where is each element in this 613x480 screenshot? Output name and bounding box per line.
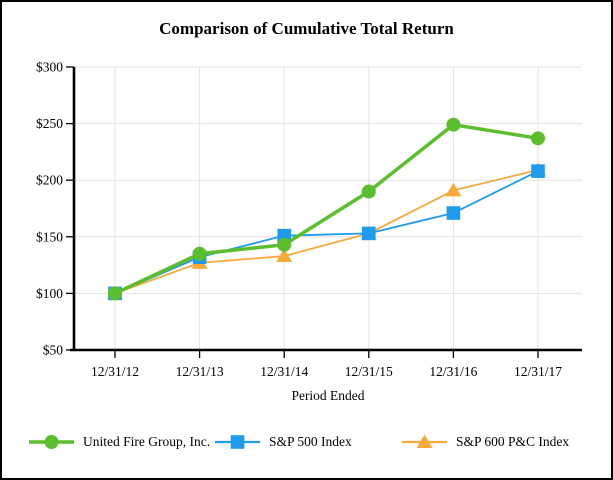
legend-label-sp600-pc: S&P 600 P&C Index	[456, 434, 570, 449]
legend-label-united-fire-group: United Fire Group, Inc.	[83, 434, 211, 449]
legend-item-sp600-pc: S&P 600 P&C Index	[401, 431, 569, 453]
svg-text:12/31/15: 12/31/15	[345, 364, 393, 379]
svg-text:$100: $100	[36, 286, 63, 301]
legend-marker-circle-icon	[29, 435, 74, 449]
tick-labels: $50 $100 $150 $200 $250 $300 12/31/12 12/31/13 1…	[36, 60, 562, 380]
legend-marker-triangle-icon	[402, 434, 447, 448]
svg-text:12/31/17: 12/31/17	[514, 364, 562, 379]
svg-text:12/31/14: 12/31/14	[260, 364, 308, 379]
gridlines	[74, 66, 582, 350]
svg-text:$150: $150	[36, 229, 63, 244]
svg-text:$250: $250	[36, 116, 63, 131]
chart-title: Comparison of Cumulative Total Return	[159, 19, 454, 38]
svg-text:12/31/12: 12/31/12	[91, 364, 139, 379]
chart-legend: United Fire Group, Inc. S&P 500 Index S&…	[2, 431, 611, 453]
svg-text:$200: $200	[36, 173, 63, 188]
legend-item-sp500: S&P 500 Index	[214, 431, 352, 453]
svg-text:12/31/13: 12/31/13	[176, 364, 224, 379]
series-united-fire-group-inc	[108, 117, 545, 301]
axes	[66, 66, 582, 358]
legend-marker-square-icon	[215, 435, 260, 449]
legend-item-united-fire-group: United Fire Group, Inc.	[28, 431, 210, 453]
svg-text:$50: $50	[43, 343, 64, 358]
series-s-p-600-p-c-index	[107, 162, 546, 300]
svg-text:12/31/16: 12/31/16	[429, 364, 477, 379]
svg-text:$300: $300	[36, 60, 63, 75]
legend-label-sp500: S&P 500 Index	[269, 434, 352, 449]
x-axis-title: Period Ended	[291, 388, 365, 403]
